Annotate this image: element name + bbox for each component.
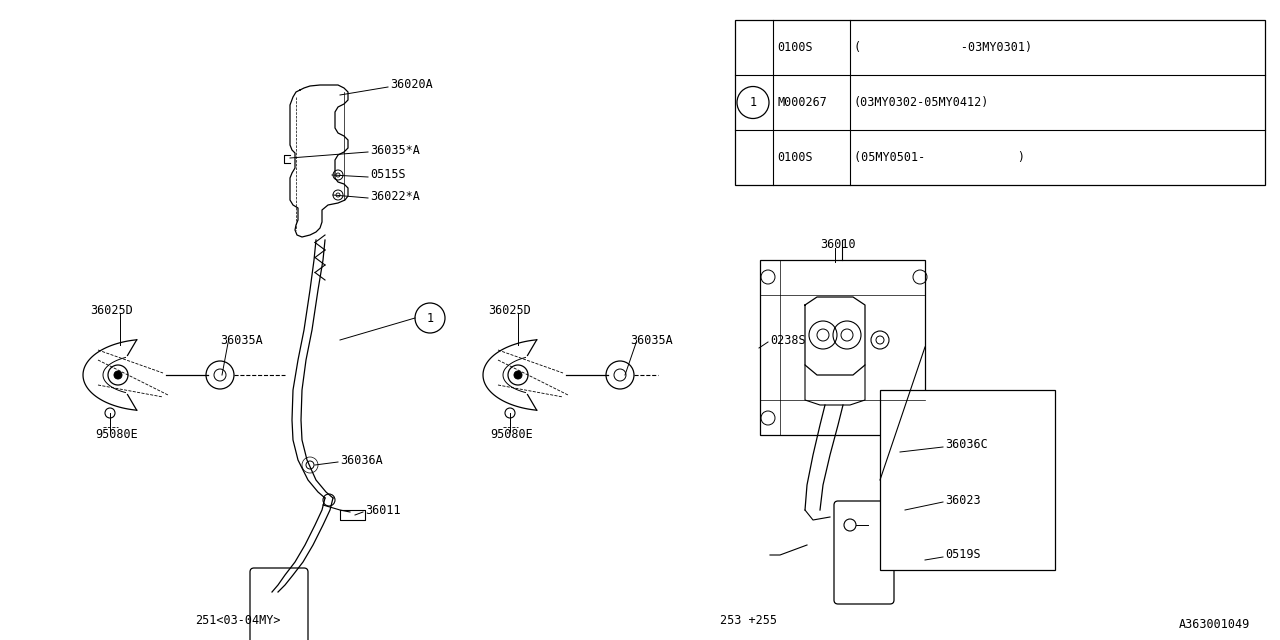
Text: 36010: 36010	[820, 239, 855, 252]
Text: (03MY0302-05MY0412): (03MY0302-05MY0412)	[854, 96, 989, 109]
Text: 0100S: 0100S	[777, 41, 813, 54]
Circle shape	[515, 371, 522, 379]
Text: 253 +255: 253 +255	[719, 614, 777, 627]
Text: M000267: M000267	[777, 96, 827, 109]
Text: (              -03MY0301): ( -03MY0301)	[854, 41, 1032, 54]
Bar	[881, 390, 1055, 570]
Text: 0100S: 0100S	[777, 151, 813, 164]
Text: 251<03-04MY>: 251<03-04MY>	[195, 614, 280, 627]
Text: 95080E: 95080E	[490, 429, 532, 442]
Text: 36020A: 36020A	[390, 79, 433, 92]
Text: 36035*A: 36035*A	[370, 143, 420, 157]
Text: 0515S: 0515S	[370, 168, 406, 182]
Bar	[760, 260, 925, 435]
Text: 0519S: 0519S	[945, 548, 980, 561]
Circle shape	[114, 371, 122, 379]
Bar	[735, 20, 1265, 185]
FancyBboxPatch shape	[835, 501, 893, 604]
Text: 36036C: 36036C	[945, 438, 988, 451]
Text: 36035A: 36035A	[220, 333, 262, 346]
Text: 95080E: 95080E	[95, 429, 138, 442]
Text: A363001049: A363001049	[1179, 618, 1251, 632]
Text: 1: 1	[749, 96, 756, 109]
Text: 36022*A: 36022*A	[370, 189, 420, 202]
FancyBboxPatch shape	[250, 568, 308, 640]
Text: 36023: 36023	[945, 493, 980, 506]
Text: 36036A: 36036A	[340, 454, 383, 467]
Text: (05MY0501-             ): (05MY0501- )	[854, 151, 1025, 164]
Text: 36035A: 36035A	[630, 333, 673, 346]
Text: 36011: 36011	[365, 504, 401, 516]
Text: 1: 1	[426, 312, 434, 324]
Text: 36025D: 36025D	[90, 303, 133, 317]
Text: 36025D: 36025D	[488, 303, 531, 317]
Text: 0238S: 0238S	[771, 333, 805, 346]
